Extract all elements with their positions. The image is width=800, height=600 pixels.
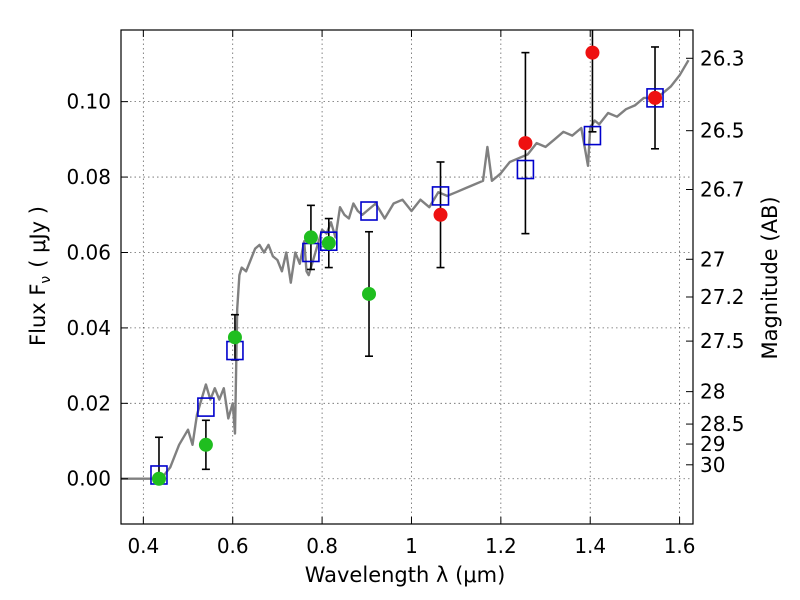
observed-optical-point [321,236,336,251]
x-tick-label: 1 [405,534,418,558]
y2-tick-label: 26.5 [700,119,745,143]
model-band-square [431,186,450,206]
y-axis-label-main: Flux F [26,284,50,346]
y-axis-label-subscript: ν [38,276,54,284]
x-tick-label: 1.4 [574,534,606,558]
observed-nir-point [518,136,533,151]
model-sed-line [121,59,690,480]
x-tick-label: 1.2 [485,534,517,558]
plot-area [121,30,690,486]
y2-tick-label: 27.5 [700,329,745,353]
y-axis-label-units: ( μJy ) [26,206,50,268]
model-band-square [583,125,602,146]
model-band-square [319,231,338,251]
observed-nir-point [433,207,448,222]
observed-optical-point [303,230,318,245]
x-tick-label: 0.6 [217,534,249,558]
y-tick-label: 0.10 [66,90,111,114]
y-tick-label: 0.02 [66,391,111,415]
grid-lines [121,30,693,524]
x-tick-label: 0.8 [306,534,338,558]
y2-axis-label: Magnitude (AB) [758,196,782,359]
y2-tick-label: 29 [700,432,725,456]
y2-tick-label: 27.2 [700,285,745,309]
y2-tick-label: 27 [700,247,725,271]
observed-nir-point [585,45,600,60]
y-axis-label: Flux Fν ( μJy ) [26,206,54,346]
y2-tick-label: 28.5 [700,412,745,436]
observed-optical-point [362,286,377,301]
axes-frame [120,29,694,525]
y-tick-label: 0.06 [66,240,111,264]
model-band-square [646,88,664,108]
y2-tick-label: 26.7 [700,178,745,202]
tick-labels: 0.4 0.6 0.8 1 1.2 1.4 1.6 0.00 0.02 0.04 0.06 0.08 0… [66,46,744,558]
observed-nir-point [648,90,663,105]
y2-tick-label: 30 [700,453,725,477]
y-tick-label: 0.08 [66,165,111,189]
observed-optical-point [198,437,213,452]
observed-optical-point [151,471,166,486]
x-tick-label: 1.6 [664,534,696,558]
y2-tick-label: 28 [700,380,725,404]
x-tick-label: 0.4 [127,534,159,558]
model-band-square [197,397,215,417]
y-tick-label: 0.00 [66,467,111,491]
tick-marks [121,30,693,524]
observed-optical-point [227,330,242,345]
x-axis-label: Wavelength λ (μm) [305,563,506,587]
model-band-square [516,159,535,180]
y-tick-label: 0.04 [66,316,111,340]
plot-frame [120,29,694,525]
model-band-square [360,201,378,221]
y2-tick-label: 26.3 [700,46,745,70]
